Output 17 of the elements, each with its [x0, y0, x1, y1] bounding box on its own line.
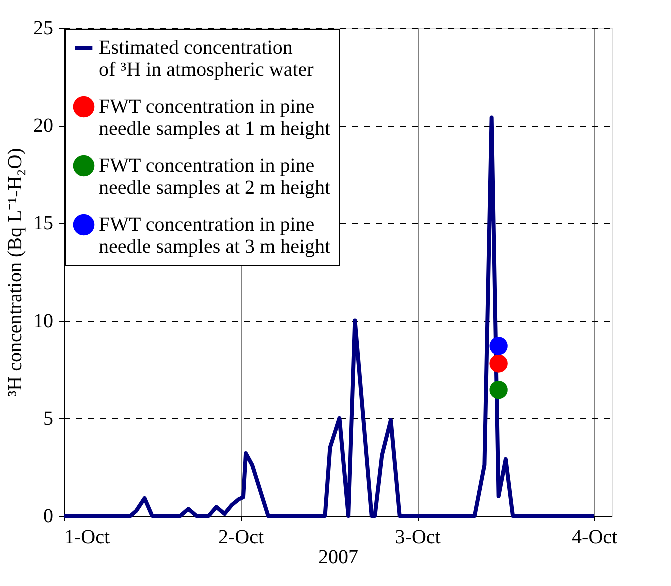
x-axis-title: 2007 — [318, 546, 358, 568]
x-tick-label: 3-Oct — [395, 526, 442, 548]
legend-label: FWT concentration in pine needle samples at 1 m height — [99, 96, 332, 140]
x-tick-label: 2-Oct — [218, 526, 264, 548]
y-tick-label: 15 — [34, 212, 54, 235]
legend-label: Estimated concentration of ³H in atmospheric water — [99, 37, 314, 81]
x-tick-label: 4-Oct — [572, 526, 618, 548]
line-series — [62, 116, 596, 518]
legend-label: FWT concentration in pine needle samples at 3 m height — [99, 214, 332, 258]
y-axis-title: ³H concentration (Bq L⁻¹-H₂O) — [4, 148, 26, 397]
y-tick-label: 25 — [34, 18, 54, 40]
y-tick-label: 20 — [34, 115, 54, 138]
y-tick-label: 5 — [44, 408, 54, 430]
y-tick-label: 0 — [44, 506, 54, 528]
x-tick-label: 1-Oct — [64, 526, 110, 548]
legend-label: FWT concentration in pine needle samples at 2 m height — [99, 155, 332, 199]
y-tick-label: 10 — [34, 310, 54, 332]
